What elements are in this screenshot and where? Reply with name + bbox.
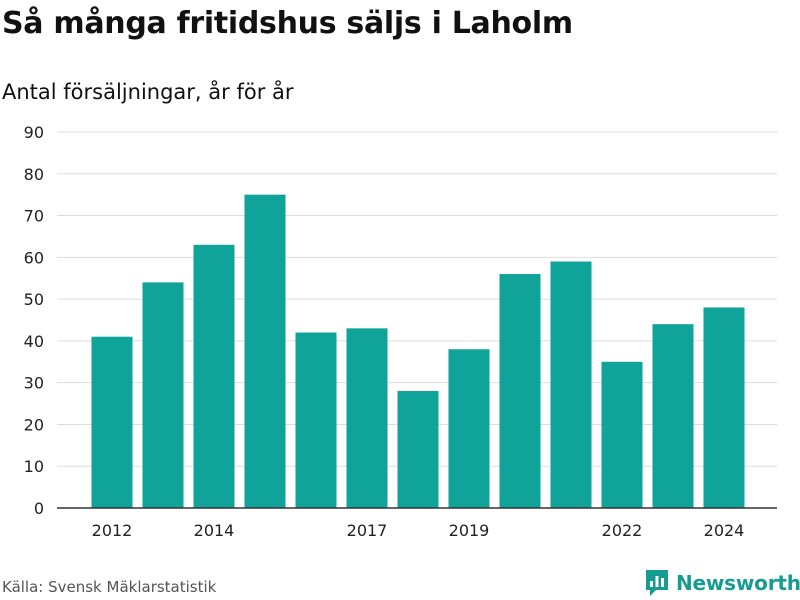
bar-chart: 0 10 20 30 40 50 60 70 80 90 2012 2014 2017 2019 2022 2… — [24, 123, 777, 540]
x-tick-label: 2014 — [194, 521, 235, 540]
y-tick-label: 30 — [24, 374, 44, 393]
bar — [397, 391, 439, 508]
newsworthy-logo-icon — [646, 570, 668, 596]
bar — [448, 349, 490, 508]
x-tick-label: 2022 — [602, 521, 643, 540]
bar — [550, 261, 592, 508]
y-tick-label: 70 — [24, 207, 44, 226]
y-tick-label: 0 — [34, 499, 44, 518]
y-tick-label: 80 — [24, 165, 44, 184]
bar — [703, 307, 745, 508]
bar — [652, 324, 694, 508]
bar — [91, 336, 133, 508]
y-tick-label: 50 — [24, 290, 44, 309]
chart-subtitle: Antal försäljningar, år för år — [2, 80, 294, 104]
x-tick-label: 2019 — [449, 521, 490, 540]
bar — [601, 361, 643, 508]
brand-logo: Newsworthy — [644, 568, 800, 598]
y-tick-label: 60 — [24, 248, 44, 267]
bar — [193, 244, 235, 509]
bar — [142, 282, 184, 508]
y-tick-label: 20 — [24, 415, 44, 434]
x-tick-label: 2012 — [92, 521, 133, 540]
x-tick-label: 2017 — [347, 521, 388, 540]
bar — [244, 194, 286, 508]
chart-title: Så många fritidshus säljs i Laholm — [2, 6, 573, 41]
x-tick-label: 2024 — [704, 521, 745, 540]
bar — [346, 328, 388, 508]
y-tick-label: 10 — [24, 457, 44, 476]
source-note: Källa: Svensk Mäklarstatistik — [2, 578, 217, 596]
y-tick-label: 90 — [24, 123, 44, 142]
y-tick-label: 40 — [24, 332, 44, 351]
bar — [499, 274, 541, 508]
brand-name: Newsworthy — [676, 571, 800, 595]
bar — [295, 332, 337, 508]
